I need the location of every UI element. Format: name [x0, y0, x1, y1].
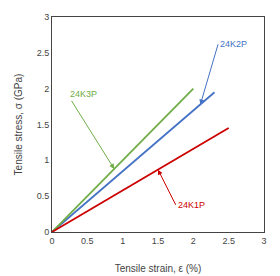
svg-text:1: 1	[120, 236, 125, 246]
svg-text:0: 0	[44, 227, 49, 237]
svg-text:2: 2	[44, 84, 49, 94]
svg-text:0.5: 0.5	[81, 236, 94, 246]
svg-text:24K1P: 24K1P	[178, 200, 205, 210]
svg-text:1.5: 1.5	[152, 236, 165, 246]
svg-text:3: 3	[261, 236, 266, 246]
svg-text:24K2P: 24K2P	[220, 39, 247, 49]
svg-text:2.5: 2.5	[37, 48, 50, 58]
svg-text:2.5: 2.5	[222, 236, 235, 246]
svg-text:3: 3	[44, 12, 49, 22]
svg-text:Tensile stress, σ (GPa): Tensile stress, σ (GPa)	[13, 74, 24, 176]
svg-text:24K3P: 24K3P	[70, 89, 97, 99]
svg-text:0: 0	[49, 236, 54, 246]
svg-text:Tensile strain, ε (%): Tensile strain, ε (%)	[115, 263, 202, 274]
svg-text:2: 2	[191, 236, 196, 246]
svg-text:1.5: 1.5	[37, 120, 50, 130]
svg-text:0.5: 0.5	[37, 191, 50, 201]
svg-text:1: 1	[44, 155, 49, 165]
